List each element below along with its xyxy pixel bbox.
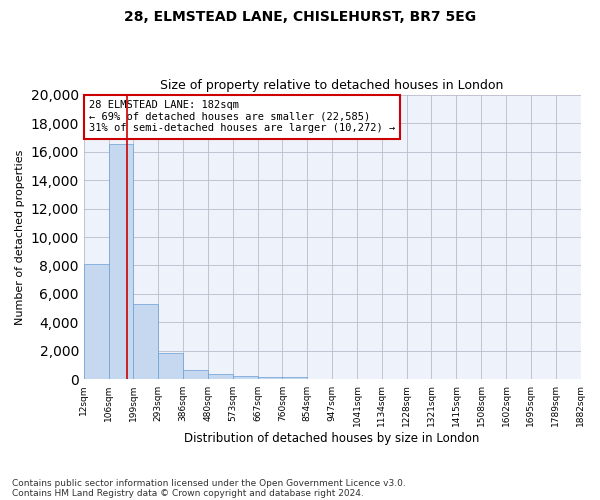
Bar: [158, 353, 183, 380]
Title: Size of property relative to detached houses in London: Size of property relative to detached ho…: [160, 79, 504, 92]
Bar: [233, 376, 257, 380]
Text: Contains public sector information licensed under the Open Government Licence v3: Contains public sector information licen…: [12, 478, 406, 488]
Bar: [208, 374, 233, 380]
Bar: [133, 304, 158, 380]
Y-axis label: Number of detached properties: Number of detached properties: [15, 150, 25, 324]
Bar: [257, 376, 283, 380]
X-axis label: Distribution of detached houses by size in London: Distribution of detached houses by size …: [184, 432, 480, 445]
Bar: [183, 370, 208, 380]
Text: 28 ELMSTEAD LANE: 182sqm
← 69% of detached houses are smaller (22,585)
31% of se: 28 ELMSTEAD LANE: 182sqm ← 69% of detach…: [89, 100, 395, 134]
Bar: [84, 264, 109, 380]
Text: Contains HM Land Registry data © Crown copyright and database right 2024.: Contains HM Land Registry data © Crown c…: [12, 488, 364, 498]
Bar: [283, 377, 307, 380]
Text: 28, ELMSTEAD LANE, CHISLEHURST, BR7 5EG: 28, ELMSTEAD LANE, CHISLEHURST, BR7 5EG: [124, 10, 476, 24]
Bar: [109, 144, 133, 380]
